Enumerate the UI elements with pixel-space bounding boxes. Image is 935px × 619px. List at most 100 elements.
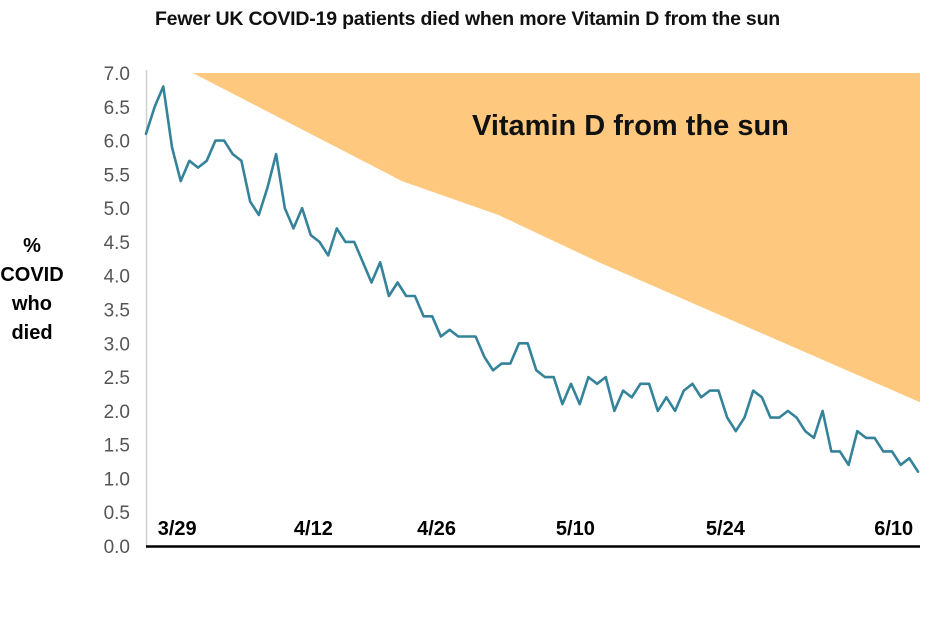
data-point (700, 396, 702, 399)
data-point (275, 153, 277, 155)
data-point (258, 214, 260, 216)
y-tick-label: 3.0 (104, 334, 130, 355)
data-point (769, 416, 772, 419)
y-tick-label: 7.0 (104, 64, 130, 85)
data-point (240, 160, 243, 162)
y-tick-label: 6.5 (104, 98, 130, 119)
data-point (882, 450, 885, 453)
vitamin-d-label: Vitamin D from the sun (472, 110, 789, 142)
data-point (249, 200, 251, 203)
data-point (466, 335, 468, 338)
data-point (561, 403, 564, 405)
data-point (327, 254, 330, 257)
data-point (604, 376, 607, 378)
data-point (717, 389, 720, 392)
data-point (804, 430, 806, 432)
y-tick-label: 4.0 (104, 267, 130, 288)
data-point (570, 383, 572, 385)
series-line (144, 85, 920, 474)
data-point (839, 450, 841, 453)
data-point (500, 362, 503, 365)
y-tick-label: 1.5 (104, 436, 130, 457)
data-point (405, 295, 408, 297)
data-point (457, 335, 460, 338)
data-point (639, 383, 642, 385)
data-point (535, 369, 538, 372)
data-point (873, 437, 876, 439)
y-tick-label: 5.0 (104, 199, 130, 220)
data-point (284, 207, 286, 209)
data-point (344, 241, 347, 243)
x-tick-label: 3/29 (158, 518, 197, 540)
x-tick-label: 5/10 (556, 518, 595, 540)
data-point (448, 329, 451, 331)
data-point (153, 106, 156, 108)
data-point (205, 160, 208, 162)
data-point (431, 315, 434, 318)
data-point (223, 139, 225, 142)
data-point (631, 396, 633, 399)
data-point (301, 207, 303, 209)
y-axis-label-line: died (11, 322, 53, 344)
y-tick-label: 2.0 (104, 402, 130, 423)
data-point (292, 227, 295, 230)
data-point (440, 335, 442, 338)
data-point (526, 342, 529, 345)
y-tick-label: 4.5 (104, 233, 130, 254)
y-axis-label-line: COVID (0, 264, 64, 286)
data-point (310, 234, 312, 236)
data-point (552, 376, 555, 378)
data-point (865, 437, 867, 439)
data-point (336, 227, 338, 230)
data-point (587, 376, 590, 378)
axes (145, 70, 920, 548)
data-point (596, 383, 598, 385)
y-tick-label: 3.5 (104, 301, 130, 322)
data-point (674, 410, 676, 412)
data-point (648, 383, 650, 385)
data-point (353, 241, 356, 243)
data-point (726, 416, 728, 419)
data-point (743, 416, 746, 419)
data-point (396, 281, 399, 284)
data-point (613, 410, 616, 412)
data-point (778, 416, 780, 419)
data-point (509, 362, 512, 365)
x-tick-label: 4/12 (294, 518, 333, 540)
data-point (622, 389, 624, 392)
y-tick-label: 5.5 (104, 165, 130, 186)
x-tick-label: 6/10 (874, 518, 913, 540)
data-point (474, 335, 477, 338)
data-point (795, 416, 798, 419)
data-point (856, 430, 859, 432)
data-point (179, 180, 182, 182)
y-tick-label: 6.0 (104, 132, 130, 153)
y-tick-label: 1.0 (104, 469, 130, 490)
vitamin-d-annotation-layer: Vitamin D from the sun (192, 73, 921, 403)
y-axis-label-line: % (23, 235, 41, 257)
data-point (813, 437, 815, 439)
x-tick-label: 5/24 (706, 518, 746, 540)
y-tick-label: 2.5 (104, 368, 130, 389)
data-point (388, 295, 390, 297)
data-point (318, 241, 321, 243)
data-point (188, 160, 191, 162)
data-point (657, 410, 659, 412)
chart-title: Fewer UK COVID-19 patients died when mor… (154, 8, 781, 30)
data-point (492, 369, 494, 372)
data-point (899, 464, 902, 466)
data-point (171, 146, 173, 149)
data-point (518, 342, 520, 345)
data-point (665, 396, 668, 399)
data-point (214, 139, 217, 142)
data-point (917, 470, 919, 473)
y-axis-label-line: who (12, 293, 52, 315)
y-axis-label: % COVID who died (0, 232, 64, 348)
data-point (821, 410, 824, 412)
data-point (379, 261, 382, 264)
data-point (266, 187, 269, 189)
data-point (908, 457, 911, 460)
data-point (752, 389, 754, 392)
data-point (483, 356, 486, 358)
